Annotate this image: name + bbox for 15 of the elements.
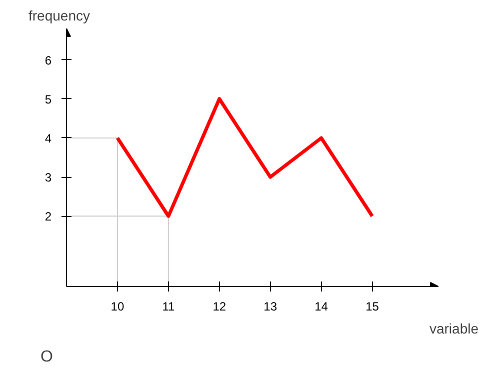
text: O bbox=[40, 348, 53, 366]
y-tick-label: 2 bbox=[44, 210, 52, 224]
x-tick-label: 12 bbox=[212, 300, 226, 314]
x-tick-label: 13 bbox=[264, 300, 278, 314]
y-tick-label: 3 bbox=[44, 170, 52, 185]
x-tick-label: 14 bbox=[314, 300, 328, 314]
y-tick-label: 6 bbox=[44, 53, 52, 68]
x-axis-title: variable bbox=[429, 320, 479, 336]
x-tick-label: 11 bbox=[162, 300, 175, 314]
x-tick-label: 10 bbox=[110, 300, 124, 314]
y-axis-title: frequency bbox=[28, 8, 90, 24]
line-series bbox=[116, 97, 374, 218]
x-tick-label: 15 bbox=[366, 300, 380, 314]
y-tick-label: 5 bbox=[44, 92, 52, 106]
y-tick-label: 4 bbox=[44, 131, 52, 146]
